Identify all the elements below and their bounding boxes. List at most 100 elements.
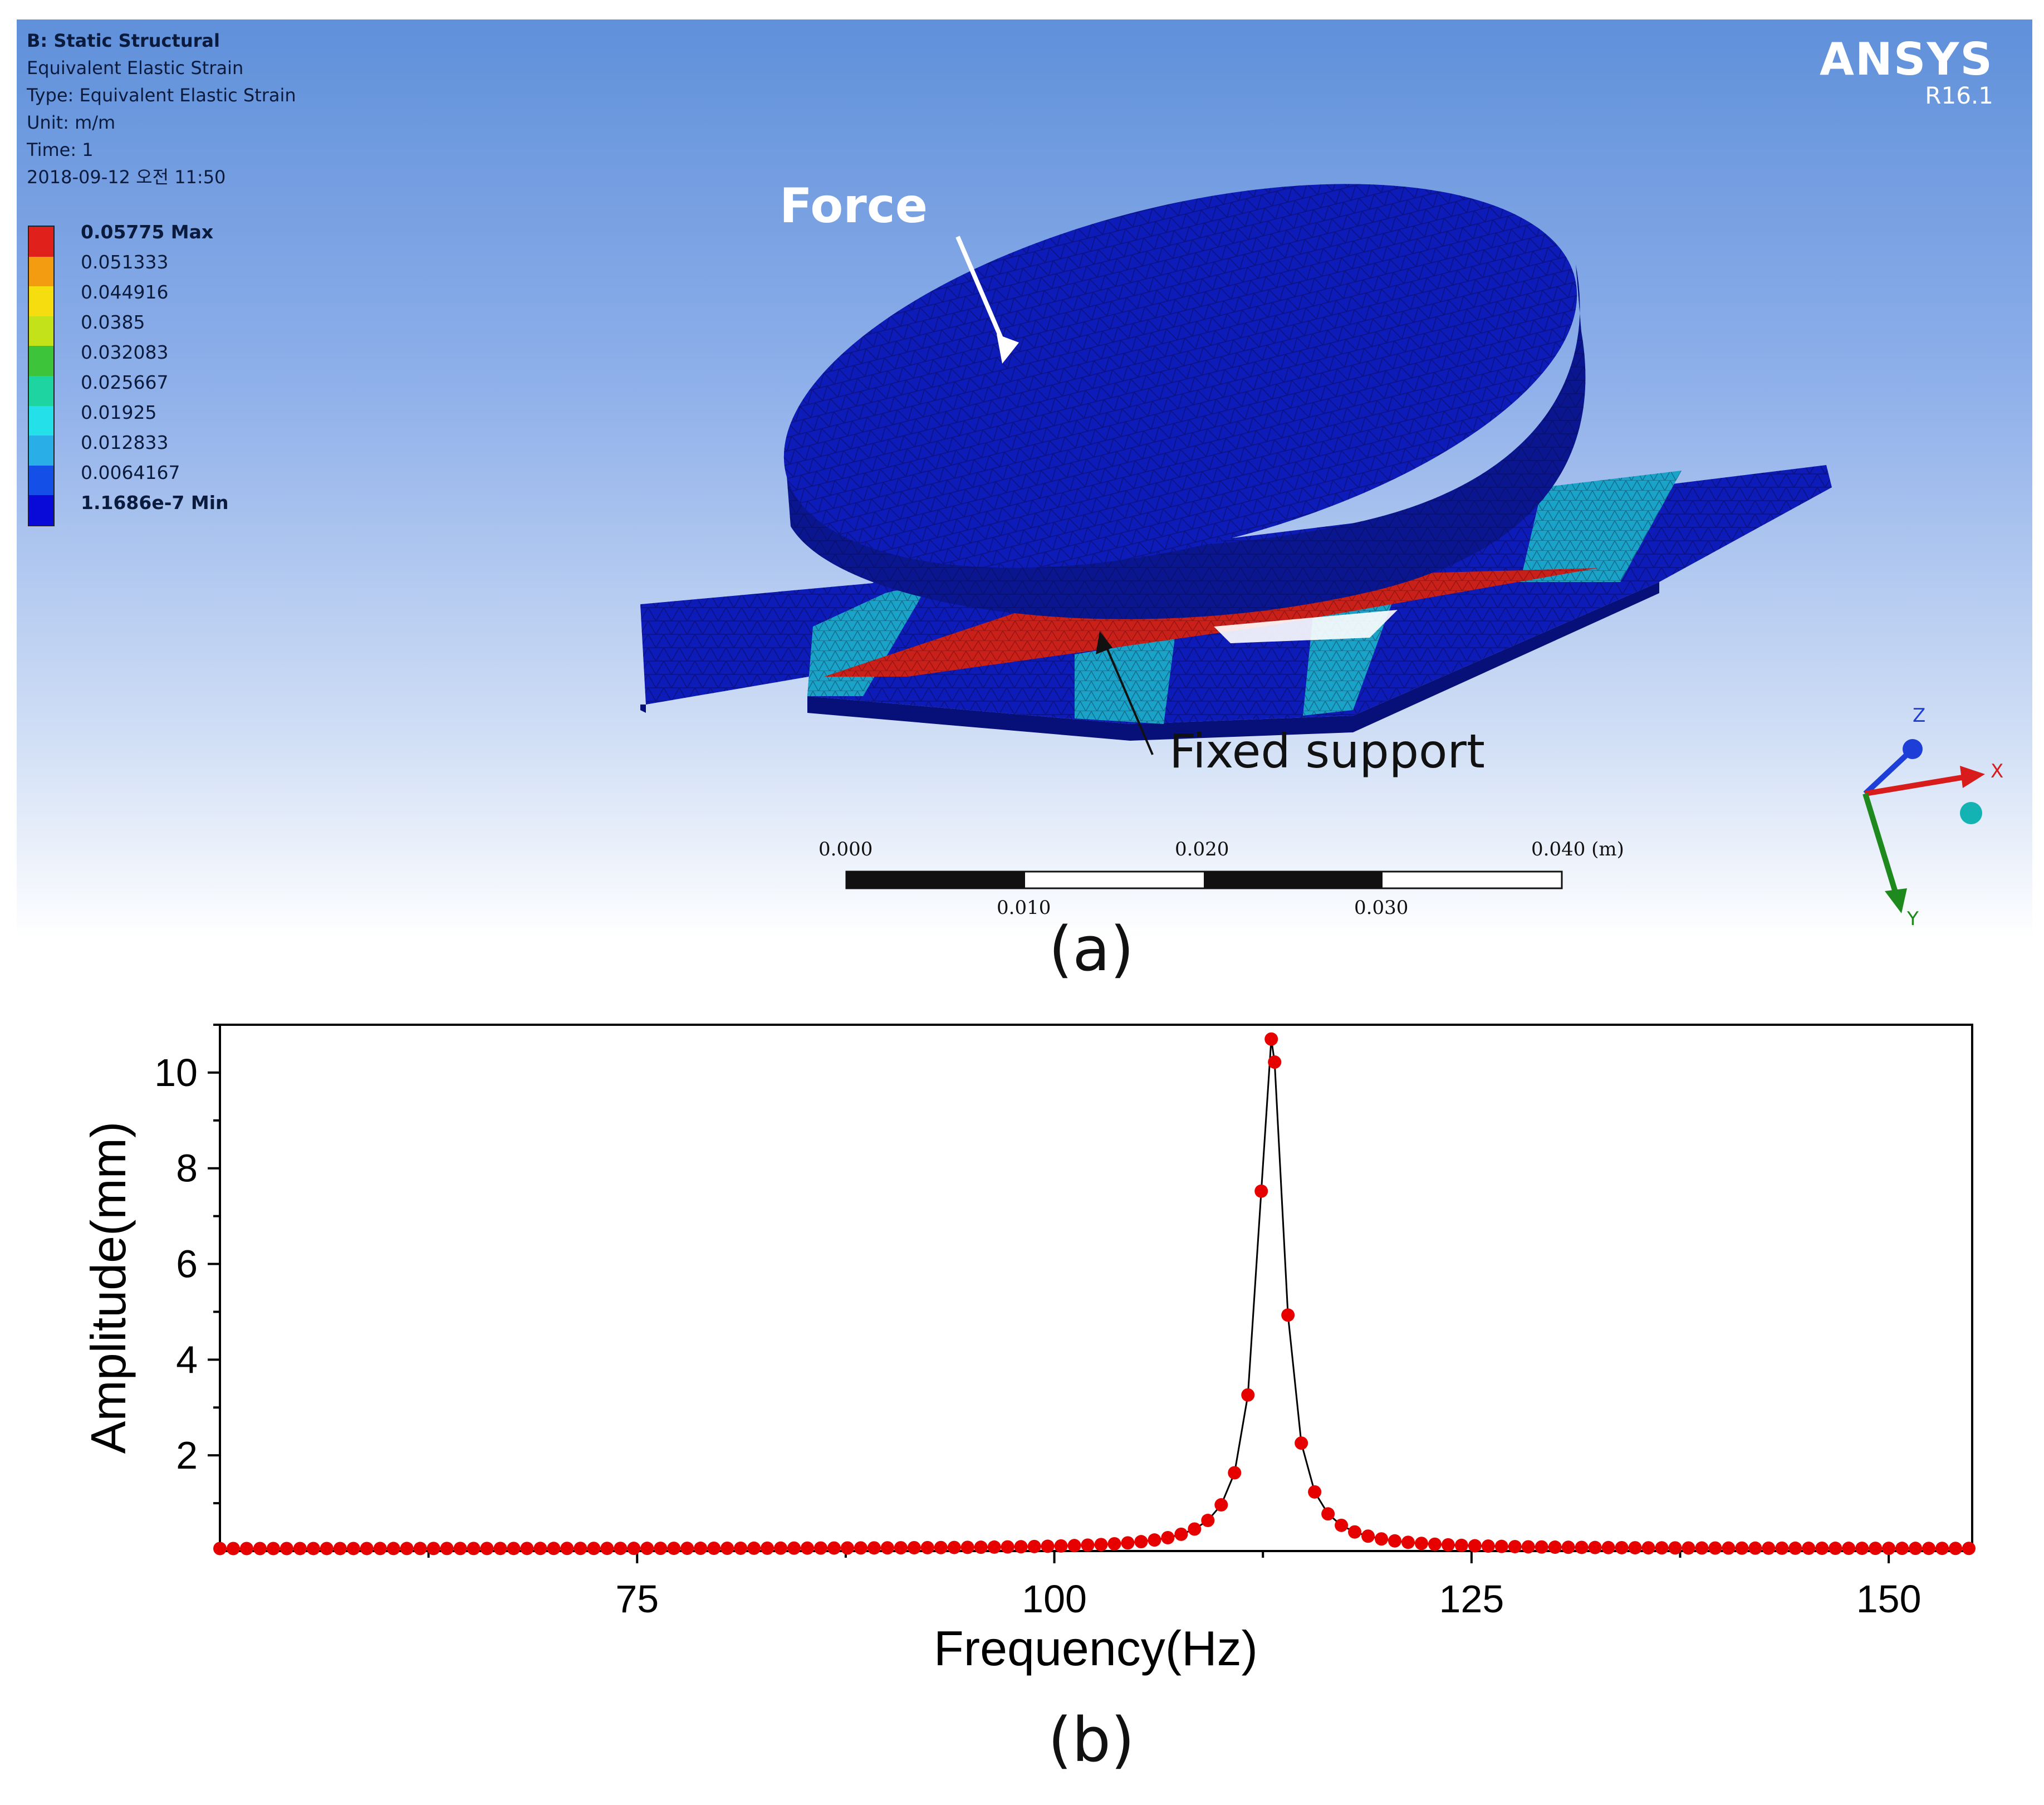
data-point: [1014, 1540, 1028, 1554]
x-tick-label: 125: [1439, 1577, 1504, 1621]
result-name: Equivalent Elastic Strain: [27, 57, 244, 79]
data-point: [734, 1541, 748, 1555]
legend-swatch: [29, 346, 53, 376]
data-point: [1308, 1485, 1322, 1499]
data-point: [1535, 1540, 1548, 1554]
data-point: [987, 1540, 1001, 1554]
legend-swatch: [29, 436, 53, 466]
legend-swatches: [28, 226, 55, 526]
data-point: [1361, 1529, 1375, 1543]
result-info-block: B: Static Structural Equivalent Elastic …: [27, 27, 296, 191]
data-point: [1121, 1536, 1135, 1550]
data-point: [1174, 1527, 1188, 1541]
legend-label: 0.0064167: [81, 462, 180, 483]
data-point: [960, 1540, 974, 1554]
data-point: [1054, 1539, 1068, 1553]
x-axis: 75 100 125 150: [427, 1551, 1922, 1621]
data-point: [427, 1542, 440, 1555]
data-point: [1588, 1540, 1602, 1554]
data-point: [1895, 1542, 1909, 1555]
data-point: [480, 1542, 494, 1555]
data-point: [1268, 1055, 1282, 1069]
data-point: [1842, 1542, 1856, 1555]
data-points: [213, 1032, 1976, 1555]
force-arrow: [955, 236, 1010, 355]
data-point: [1521, 1540, 1535, 1554]
data-point: [827, 1541, 841, 1555]
data-point: [1348, 1525, 1362, 1539]
data-point: [1708, 1541, 1722, 1555]
data-point: [1935, 1542, 1949, 1555]
data-point: [1375, 1532, 1389, 1546]
y-tick-label: 8: [176, 1147, 198, 1190]
data-point: [333, 1542, 347, 1555]
data-point: [761, 1541, 775, 1555]
data-point: [1264, 1032, 1278, 1046]
legend-swatch: [29, 256, 53, 287]
data-point: [600, 1542, 614, 1555]
data-point: [920, 1540, 934, 1554]
scale-bar: [845, 870, 1563, 889]
scale-label-020: 0.020: [1175, 838, 1229, 860]
data-point: [1922, 1542, 1936, 1555]
data-point: [493, 1542, 507, 1555]
axis-x-label: X: [1991, 760, 2004, 782]
data-point: [1254, 1184, 1268, 1198]
fem-model-view: [640, 184, 1985, 913]
data-point: [1548, 1540, 1562, 1554]
data-point: [373, 1542, 387, 1555]
data-point: [627, 1542, 641, 1555]
data-point: [640, 1542, 654, 1555]
data-point: [226, 1542, 240, 1555]
series-line: [219, 1039, 1969, 1550]
data-point: [1027, 1539, 1041, 1553]
data-point: [1388, 1534, 1401, 1548]
data-point: [1228, 1466, 1242, 1480]
y-tick-label: 6: [176, 1243, 198, 1286]
caption-b: (b): [1048, 1704, 1135, 1775]
data-point: [280, 1542, 293, 1555]
data-point: [1161, 1530, 1175, 1544]
data-point: [1134, 1535, 1148, 1549]
data-point: [1454, 1538, 1468, 1552]
data-point: [1508, 1540, 1522, 1554]
data-point: [1882, 1542, 1896, 1555]
data-point: [306, 1542, 320, 1555]
data-point: [1909, 1542, 1923, 1555]
x-tick-label: 150: [1856, 1577, 1922, 1621]
data-point: [1494, 1539, 1508, 1553]
data-point: [440, 1542, 454, 1555]
x-tick-label: 75: [615, 1577, 659, 1621]
data-point: [774, 1541, 788, 1555]
axis-z-label: Z: [1913, 705, 1926, 727]
data-point: [1722, 1541, 1736, 1555]
result-type: Type: Equivalent Elastic Strain: [27, 85, 296, 106]
legend-label: 0.044916: [81, 281, 169, 303]
axis-y-label: Y: [1907, 908, 1919, 930]
force-label: Force: [780, 178, 928, 234]
x-axis-label: Frequency(Hz): [934, 1621, 1258, 1676]
legend-swatch: [29, 316, 53, 346]
data-point: [266, 1542, 280, 1555]
data-point: [1601, 1540, 1615, 1554]
legend-label: 0.025667: [81, 371, 169, 393]
data-point: [867, 1541, 881, 1555]
data-point: [253, 1542, 267, 1555]
plot-frame: [219, 1024, 1973, 1552]
data-point: [854, 1541, 867, 1555]
legend-swatch: [29, 227, 53, 257]
ansys-logo: ANSYS R16.1: [1820, 36, 1993, 109]
data-point: [894, 1541, 908, 1555]
result-timestamp: 2018-09-12 오전 11:50: [27, 167, 226, 188]
data-point: [1321, 1507, 1335, 1521]
data-point: [1214, 1498, 1228, 1512]
data-point: [694, 1542, 708, 1555]
analysis-title: B: Static Structural: [27, 30, 220, 51]
data-point: [1788, 1541, 1802, 1555]
data-point: [1802, 1541, 1816, 1555]
data-point: [1869, 1542, 1883, 1555]
data-point: [1641, 1541, 1655, 1555]
y-tick-label: 4: [176, 1338, 198, 1381]
legend-swatch: [29, 495, 53, 525]
